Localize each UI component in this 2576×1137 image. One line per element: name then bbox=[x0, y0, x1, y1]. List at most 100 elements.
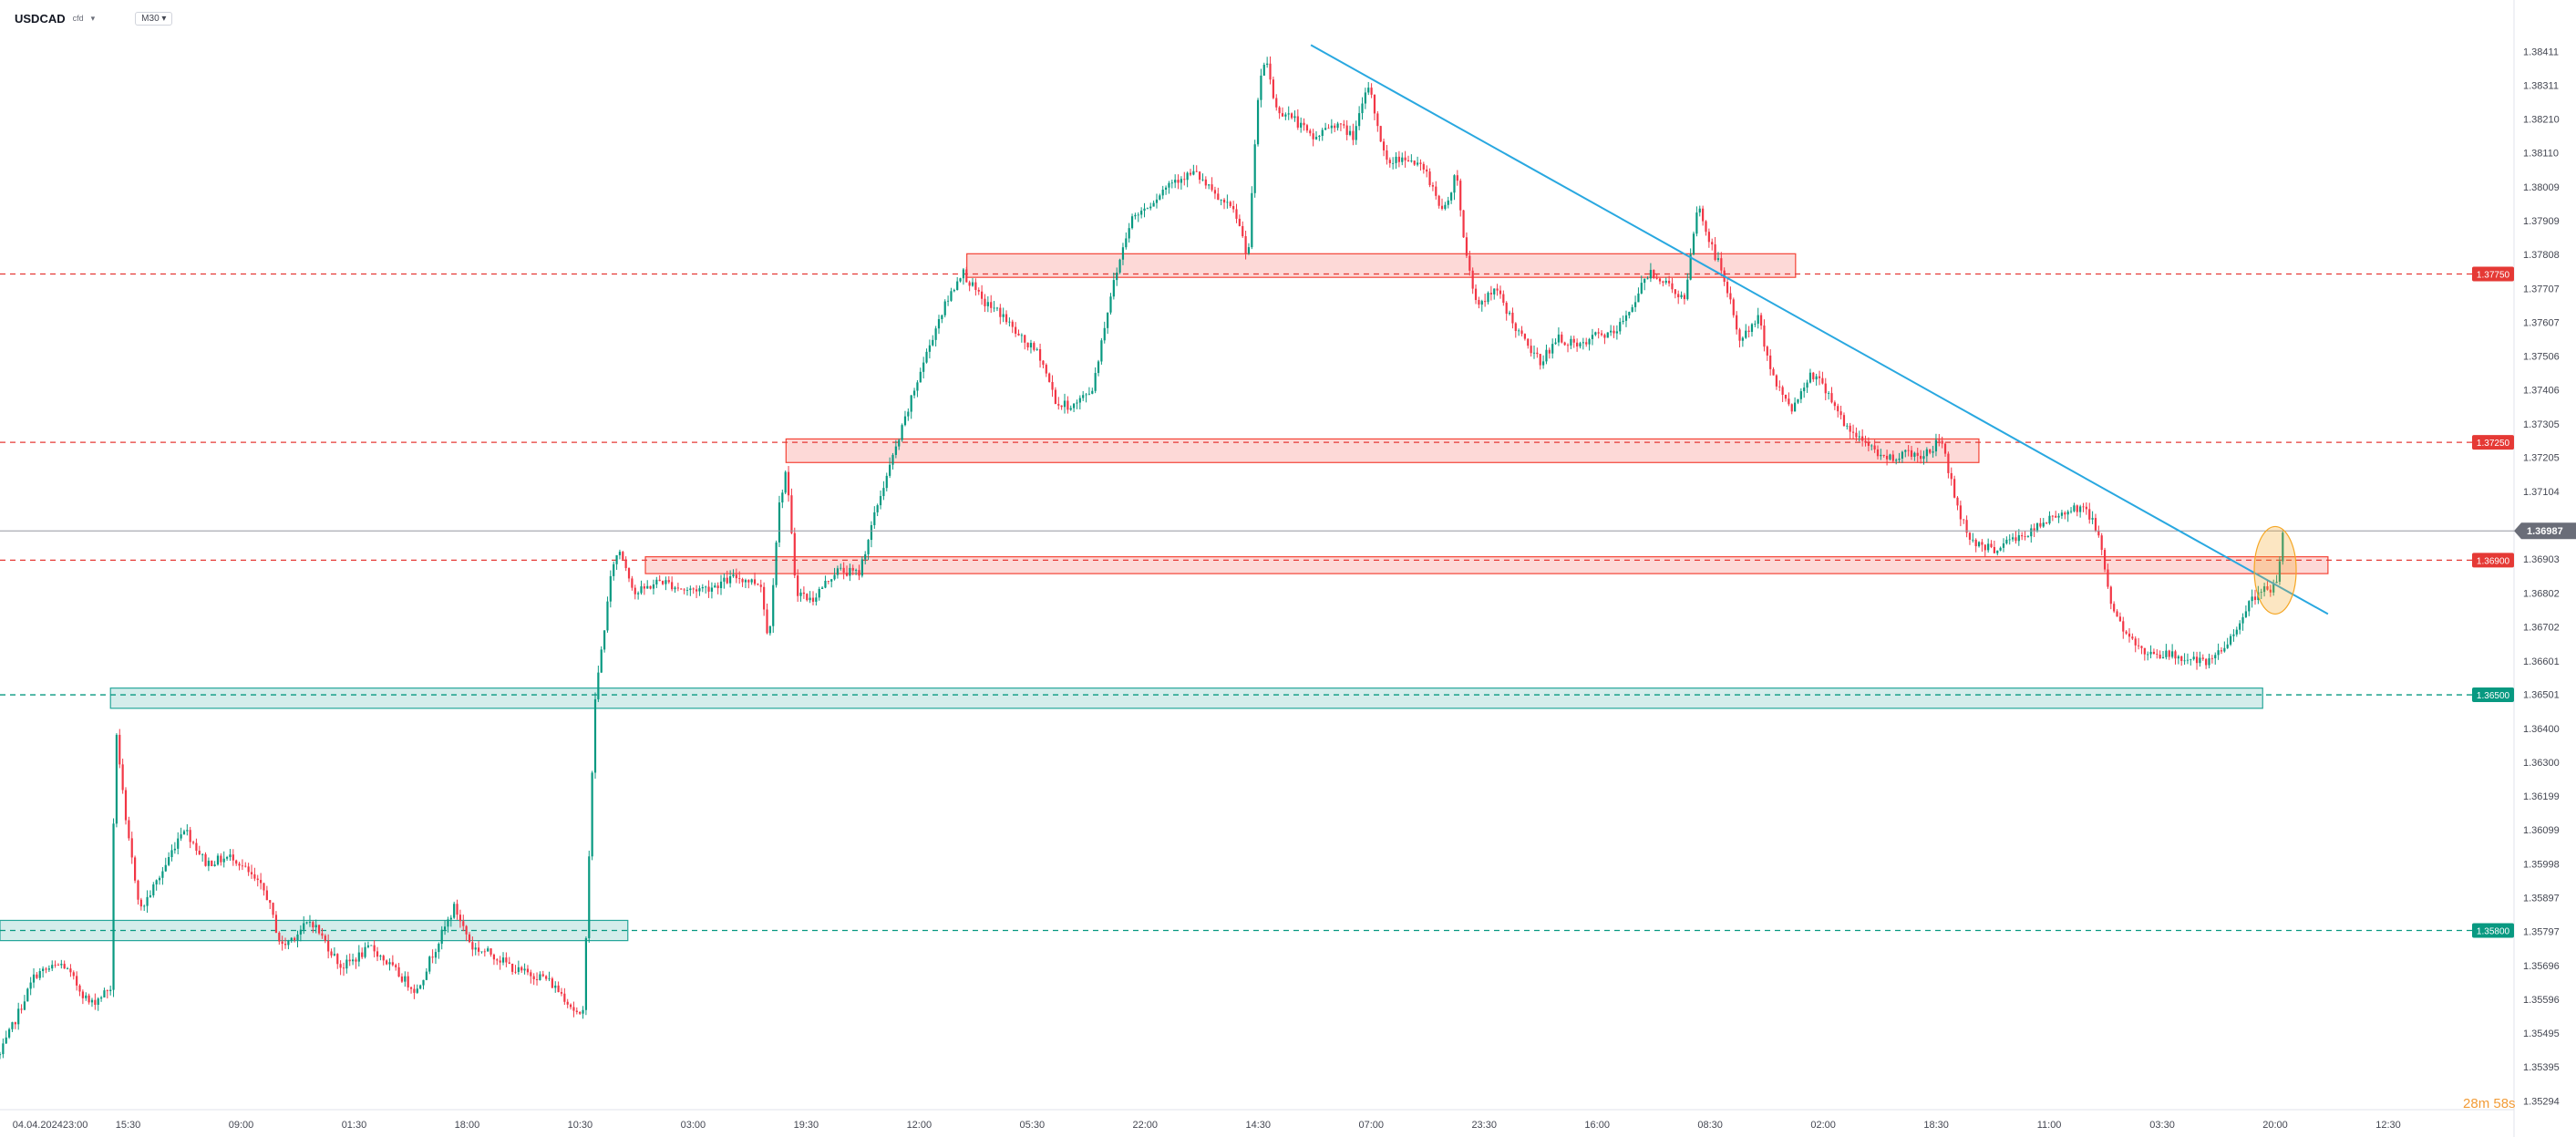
candle-body bbox=[0, 1054, 2, 1056]
candle-body bbox=[1913, 452, 1916, 457]
candle-body bbox=[1527, 338, 1530, 346]
symbol-suffix: cfd bbox=[72, 14, 84, 23]
candle-body bbox=[1048, 373, 1051, 382]
candle-body bbox=[824, 580, 827, 588]
time-tick-label: 09:00 bbox=[229, 1120, 254, 1131]
candle-body bbox=[2024, 536, 2026, 537]
time-axis[interactable]: 04.04.2024 23:00 15:30 09:00 01:30 18:00 10:30… bbox=[13, 1120, 2401, 1131]
candle-body bbox=[99, 997, 103, 999]
candle-body bbox=[225, 857, 229, 859]
candle-body bbox=[1876, 449, 1880, 457]
candle-body bbox=[409, 987, 413, 989]
candle-body bbox=[1885, 455, 1889, 460]
candle-body bbox=[164, 864, 167, 872]
candle-body bbox=[1060, 405, 1063, 408]
candle-body bbox=[2060, 512, 2064, 516]
candle-body bbox=[388, 962, 391, 965]
candle-body bbox=[1582, 342, 1584, 344]
candle-body bbox=[1518, 330, 1520, 332]
candle-body bbox=[763, 586, 766, 610]
zone-box bbox=[644, 556, 2329, 574]
candle-body bbox=[453, 904, 456, 918]
candle-body bbox=[1882, 454, 1885, 456]
candle-body bbox=[898, 439, 901, 447]
candle-body bbox=[1428, 171, 1431, 186]
candle-body bbox=[468, 934, 471, 943]
candle-body bbox=[1729, 293, 1732, 300]
chart-header: USDCAD cfd ▾ M30 ▾ bbox=[15, 7, 173, 29]
candle-body bbox=[569, 1004, 572, 1008]
candle-body bbox=[29, 982, 32, 989]
candle-body bbox=[514, 971, 517, 973]
chevron-down-icon[interactable]: ▾ bbox=[90, 13, 96, 23]
candle-body bbox=[655, 579, 658, 584]
candle-body bbox=[563, 993, 566, 1002]
candle-body bbox=[2011, 537, 2014, 540]
candle-body bbox=[45, 968, 47, 970]
candle-body bbox=[1916, 452, 1919, 456]
candle-body bbox=[1456, 175, 1458, 181]
candle-body bbox=[2103, 550, 2107, 570]
candle-body bbox=[1201, 179, 1204, 181]
candle-body bbox=[1870, 445, 1873, 447]
candle-body bbox=[1806, 382, 1808, 388]
candle-body bbox=[1707, 232, 1710, 243]
candle-body bbox=[115, 734, 118, 824]
candle-body bbox=[747, 580, 750, 583]
candle-body bbox=[1720, 258, 1723, 271]
candle-body bbox=[213, 864, 216, 866]
candle-body bbox=[2266, 586, 2269, 590]
candle-body bbox=[799, 592, 802, 596]
candle-body bbox=[260, 880, 263, 884]
candle-body bbox=[1435, 186, 1437, 196]
candle-body bbox=[26, 988, 29, 1002]
candle-body bbox=[1579, 343, 1582, 346]
candle-body bbox=[701, 586, 704, 589]
level-label: 1.35800 bbox=[2477, 927, 2510, 937]
candle-body bbox=[916, 382, 919, 391]
candle-body bbox=[474, 947, 477, 950]
candle-body bbox=[1705, 221, 1707, 233]
candle-body bbox=[707, 586, 710, 592]
candle-body bbox=[2, 1043, 5, 1055]
candle-body bbox=[1251, 192, 1253, 248]
candle-body bbox=[705, 586, 707, 588]
candle-body bbox=[229, 854, 232, 858]
countdown-seconds: 58 bbox=[2493, 1096, 2509, 1111]
symbol-name[interactable]: USDCAD bbox=[15, 11, 66, 26]
candle-body bbox=[465, 925, 468, 935]
candle-body bbox=[1974, 539, 1977, 547]
candle-body bbox=[1588, 338, 1591, 345]
level-tag bbox=[2472, 923, 2514, 938]
candle-body bbox=[1781, 387, 1784, 395]
candle-body bbox=[2097, 531, 2100, 536]
price-tick-label: 1.36702 bbox=[2523, 622, 2560, 633]
candle-body bbox=[1155, 199, 1159, 203]
candle-body bbox=[1045, 365, 1047, 374]
candle-body bbox=[867, 540, 870, 554]
candle-body bbox=[1401, 157, 1404, 162]
candle-body bbox=[753, 579, 757, 584]
candle-body bbox=[1137, 214, 1139, 216]
candle-body bbox=[1211, 184, 1213, 191]
candle-body bbox=[624, 559, 627, 569]
candle-body bbox=[60, 964, 63, 966]
candle-body bbox=[2229, 636, 2232, 645]
candle-body bbox=[1087, 393, 1091, 395]
candle-body bbox=[511, 964, 514, 972]
time-tick-label: 12:30 bbox=[2375, 1120, 2401, 1131]
candle-body bbox=[256, 878, 259, 881]
candle-body bbox=[2002, 543, 2005, 548]
candle-body bbox=[2149, 651, 2152, 655]
candle-body bbox=[189, 830, 191, 842]
candle-body bbox=[139, 899, 142, 907]
timeframe-selector[interactable]: M30 ▾ bbox=[135, 11, 173, 26]
price-tick-label: 1.38110 bbox=[2523, 149, 2559, 160]
candle-body bbox=[489, 948, 492, 955]
candle-body bbox=[1406, 160, 1410, 162]
candle-body bbox=[419, 985, 422, 989]
price-axis[interactable]: 1.38411 1.38311 1.38210 1.38110 1.38009 1.379… bbox=[2523, 47, 2560, 1107]
candle-body bbox=[137, 880, 139, 900]
candle-body bbox=[499, 960, 501, 963]
